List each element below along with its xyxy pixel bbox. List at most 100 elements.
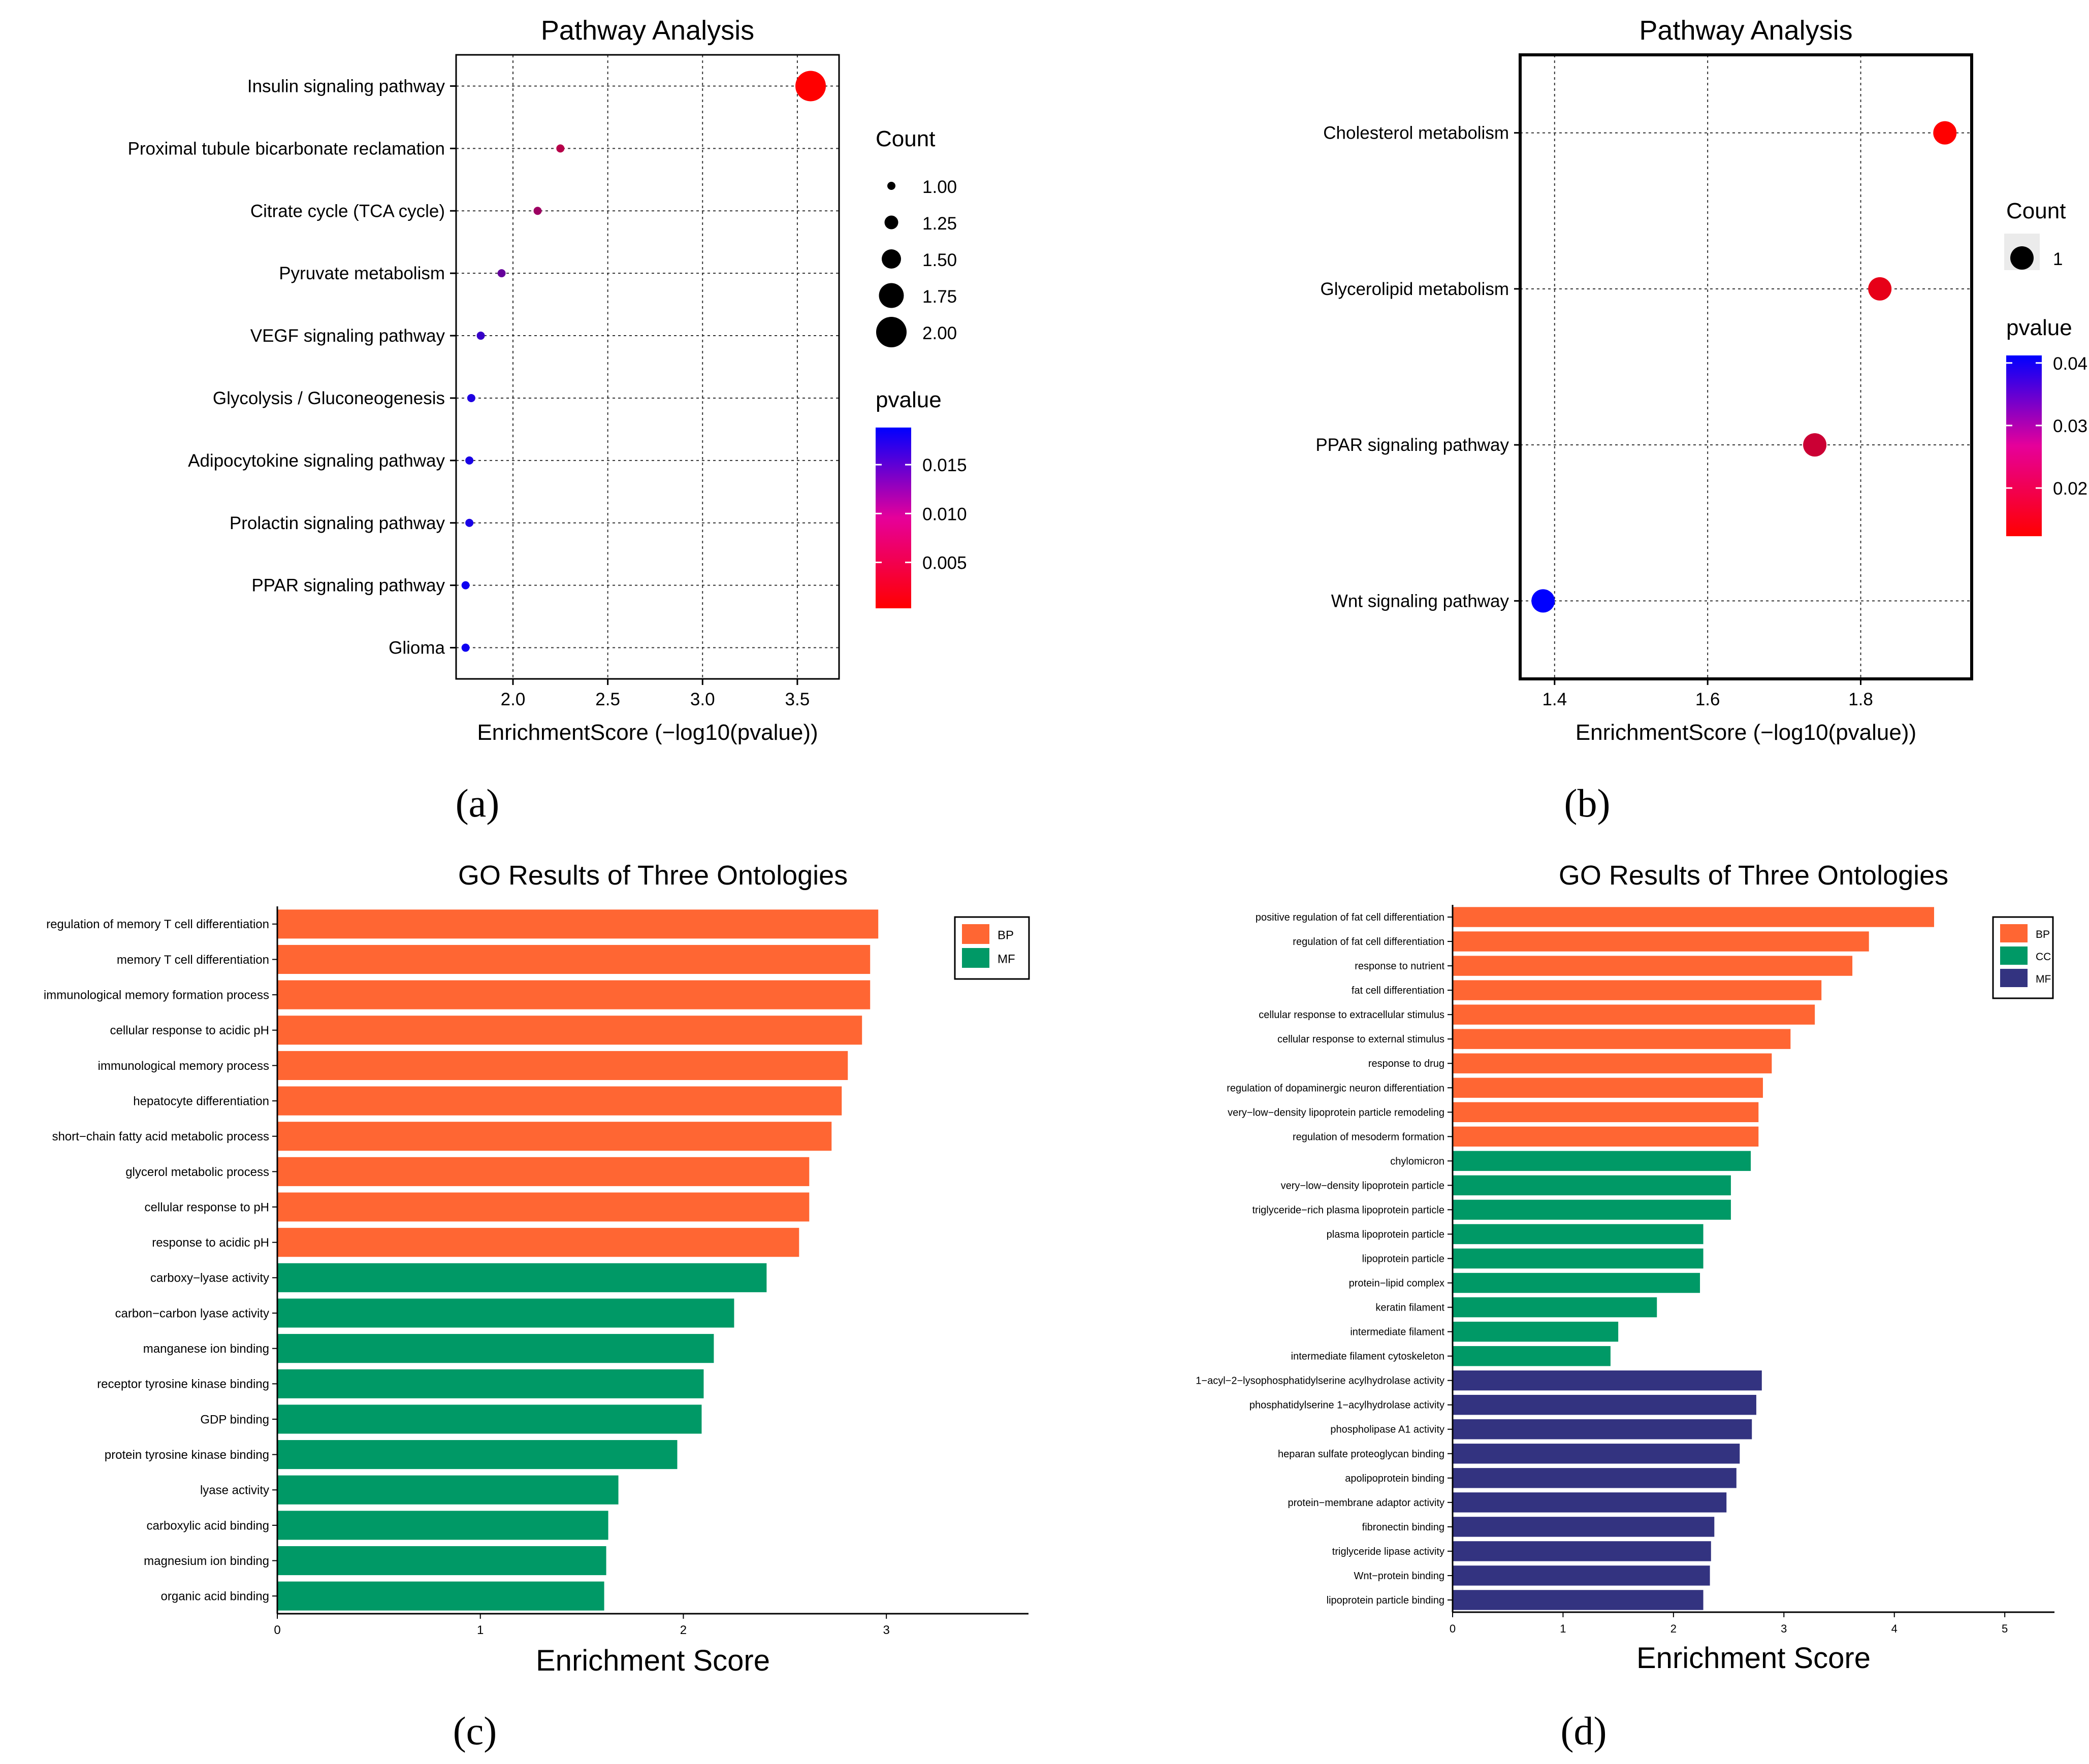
bar-keratin-filament xyxy=(1453,1297,1657,1318)
y-tick-label: phospholipase A1 activity xyxy=(1330,1424,1444,1435)
x-tick-label: 4 xyxy=(1891,1622,1898,1635)
legend-swatch-mf xyxy=(2000,969,2028,987)
y-tick-label: regulation of fat cell differentiation xyxy=(1293,936,1444,948)
bar-magnesium-ion-binding xyxy=(277,1546,606,1576)
x-axis-label: EnrichmentScore (−log10(pvalue)) xyxy=(477,720,818,745)
bar-memory-t-cell-differentiation xyxy=(277,944,871,974)
x-tick-label: 2.5 xyxy=(595,690,620,709)
color-legend-label: 0.015 xyxy=(922,455,967,475)
bar-gdp-binding xyxy=(277,1404,702,1434)
y-tick-label: Glycerolipid metabolism xyxy=(1320,279,1509,299)
x-tick-label: 3.5 xyxy=(785,690,810,709)
data-point-citrate-cycle-tca-cycle xyxy=(533,207,542,215)
data-point-pyruvate-metabolism xyxy=(497,269,506,278)
bar-triglyceride-lipase-activity xyxy=(1453,1541,1711,1561)
y-tick-label: response to drug xyxy=(1368,1058,1444,1069)
y-tick-label: keratin filament xyxy=(1375,1302,1444,1314)
data-point-vegf-signaling-pathway xyxy=(476,332,485,340)
bar-regulation-of-memory-t-cell-differentiation xyxy=(277,909,879,939)
panel-label-d: (d) xyxy=(1561,1709,1607,1753)
bar-phosphatidylserine-1-acylhydrolase-activity xyxy=(1453,1395,1756,1415)
y-tick-label: carbon−carbon lyase activity xyxy=(115,1306,270,1320)
y-tick-label: intermediate filament xyxy=(1350,1327,1444,1338)
y-tick-label: apolipoprotein binding xyxy=(1345,1473,1444,1484)
bar-protein-membrane-adaptor-activity xyxy=(1453,1492,1727,1513)
panel-label-a: (a) xyxy=(456,781,500,825)
color-legend-label: 0.04 xyxy=(2053,354,2087,374)
x-tick-label: 1.6 xyxy=(1695,690,1720,709)
bar-short-chain-fatty-acid-metabolic-process xyxy=(277,1122,832,1151)
x-axis-label: Enrichment Score xyxy=(1636,1642,1871,1675)
bar-response-to-acidic-ph xyxy=(277,1228,799,1257)
bar-carbon-carbon-lyase-activity xyxy=(277,1298,734,1328)
y-tick-label: glycerol metabolic process xyxy=(125,1165,269,1179)
y-tick-label: positive regulation of fat cell differen… xyxy=(1256,912,1444,923)
x-tick-label: 1.8 xyxy=(1848,690,1873,709)
size-legend-label: 1.50 xyxy=(922,250,957,270)
bar-regulation-of-fat-cell-differentiation xyxy=(1453,931,1869,952)
legend-swatch-cc xyxy=(2000,946,2028,965)
legend-swatch-bp xyxy=(2000,924,2028,942)
chart-title: Pathway Analysis xyxy=(541,15,754,46)
data-point-adipocytokine-signaling-pathway xyxy=(465,456,474,465)
bar-1-acyl-2-lysophosphatidylserine-acylhydrolase-activity xyxy=(1453,1370,1762,1391)
y-tick-label: triglyceride lipase activity xyxy=(1332,1546,1444,1557)
y-tick-label: receptor tyrosine kinase binding xyxy=(97,1378,269,1391)
chart-title: GO Results of Three Ontologies xyxy=(1559,860,1948,891)
bar-regulation-of-mesoderm-formation xyxy=(1453,1126,1759,1147)
y-tick-label: carboxylic acid binding xyxy=(147,1519,269,1532)
legend-swatch-mf xyxy=(962,948,989,968)
x-tick-label: 2.0 xyxy=(501,690,526,709)
bar-response-to-nutrient xyxy=(1453,956,1853,976)
y-tick-label: protein−lipid complex xyxy=(1349,1278,1444,1289)
y-tick-label: regulation of mesoderm formation xyxy=(1293,1131,1444,1142)
x-tick-label: 1 xyxy=(1560,1622,1566,1635)
y-tick-label: short−chain fatty acid metabolic process xyxy=(52,1130,269,1144)
y-tick-label: lipoprotein particle xyxy=(1362,1254,1444,1265)
legend-label-bp: BP xyxy=(2036,929,2050,940)
bar-organic-acid-binding xyxy=(277,1581,604,1611)
panel-b-dot-plot: Pathway Analysis Cholesterol metabolism Gl… xyxy=(1315,15,2087,745)
bar-cellular-response-to-acidic-ph xyxy=(277,1016,862,1045)
y-tick-label: protein tyrosine kinase binding xyxy=(105,1448,269,1462)
y-tick-label: regulation of dopaminergic neuron differ… xyxy=(1227,1083,1444,1094)
y-tick-label: chylomicron xyxy=(1390,1156,1444,1167)
panel-c-bar-chart: GO Results of Three Ontologies regulation… xyxy=(44,860,1030,1677)
y-tick-label: GDP binding xyxy=(200,1413,269,1426)
plot-frame xyxy=(455,54,840,680)
size-legend-label: 1.00 xyxy=(922,177,957,197)
legend-swatch-bp xyxy=(962,924,989,944)
color-legend-title: pvalue xyxy=(876,387,942,412)
color-legend-label: 0.02 xyxy=(2053,479,2087,499)
y-tick-label: Pyruvate metabolism xyxy=(279,264,445,283)
plot-frame xyxy=(1519,53,1973,680)
y-tick-label: Glycolysis / Gluconeogenesis xyxy=(213,388,445,408)
data-point-glioma xyxy=(461,643,470,652)
y-tick-label: PPAR signaling pathway xyxy=(1315,435,1509,455)
size-legend-label: 2.00 xyxy=(922,323,957,343)
bar-regulation-of-dopaminergic-neuron-differentiation xyxy=(1453,1077,1763,1098)
y-tick-label: fibronectin binding xyxy=(1362,1522,1444,1533)
data-point-glycerolipid-metabolism xyxy=(1868,277,1892,301)
y-tick-label: response to nutrient xyxy=(1355,961,1444,972)
y-tick-label: very−low−density lipoprotein particle xyxy=(1281,1180,1444,1191)
legend-label-bp: BP xyxy=(998,928,1014,942)
x-tick-label: 3 xyxy=(883,1623,890,1637)
x-tick-label: 3 xyxy=(1781,1622,1787,1635)
y-tick-label: triglyceride−rich plasma lipoprotein par… xyxy=(1252,1204,1444,1216)
data-point-glycolysis-gluconeogenesis xyxy=(467,394,475,402)
data-point-prolactin-signaling-pathway xyxy=(465,518,474,527)
size-legend-title: Count xyxy=(2006,199,2066,223)
y-tick-label: lyase activity xyxy=(200,1484,269,1497)
bar-cellular-response-to-ph xyxy=(277,1192,810,1222)
size-legend-label: 1.75 xyxy=(922,287,957,307)
y-tick-label: heparan sulfate proteoglycan binding xyxy=(1278,1449,1444,1460)
bar-lipoprotein-particle-binding xyxy=(1453,1590,1704,1610)
bar-very-low-density-lipoprotein-particle xyxy=(1453,1175,1731,1196)
y-tick-label: fat cell differentiation xyxy=(1352,985,1444,996)
y-tick-label: VEGF signaling pathway xyxy=(250,326,445,346)
y-tick-label: cellular response to acidic pH xyxy=(110,1024,270,1037)
bar-intermediate-filament xyxy=(1453,1321,1619,1342)
bar-plasma-lipoprotein-particle xyxy=(1453,1224,1704,1245)
